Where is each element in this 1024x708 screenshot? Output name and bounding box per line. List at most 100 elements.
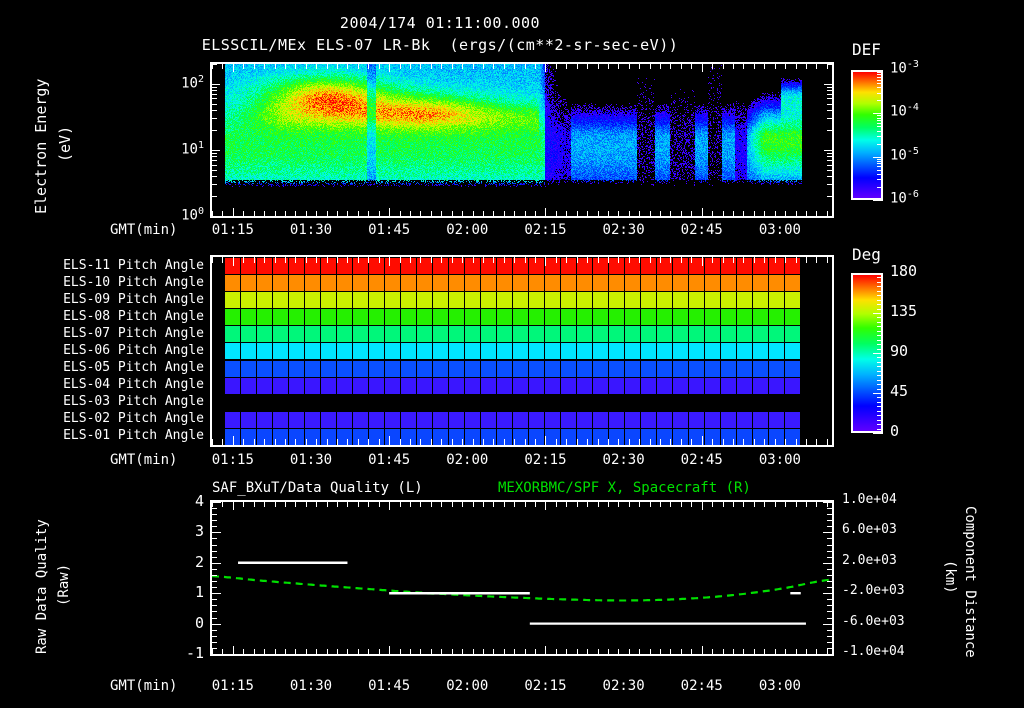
tick-major [587, 439, 589, 445]
tick-major [409, 257, 411, 263]
tick-major [493, 257, 495, 263]
tick-major [680, 649, 682, 654]
tick-major [305, 257, 307, 263]
tick-major [472, 211, 474, 216]
tick-major [597, 502, 599, 507]
tick-y [827, 629, 832, 631]
tick-y [212, 156, 217, 158]
tick-y [823, 562, 832, 564]
tick-major [576, 257, 578, 263]
tick-major [785, 257, 787, 263]
tick-major [566, 257, 568, 263]
colorbar-tick [877, 135, 883, 137]
tick-major [722, 211, 724, 216]
tick-major [722, 649, 724, 654]
xtick-label: 02:15 [524, 678, 567, 694]
tick-major [826, 211, 828, 216]
pitch-angle-row-label: ELS-03 Pitch Angle [63, 394, 204, 410]
colorbar-tick [877, 330, 883, 332]
tick-major [535, 64, 537, 69]
tick-major [232, 646, 234, 654]
tick-major [472, 64, 474, 69]
tick-major [701, 64, 703, 72]
data-quality-ylabel-units: (Raw) [56, 563, 72, 606]
tick-y [824, 83, 832, 85]
tick-y [823, 654, 832, 655]
tick-y [827, 581, 832, 583]
tick-major [409, 649, 411, 654]
tick-major [774, 649, 776, 654]
tick-major [482, 64, 484, 69]
tick-major [774, 439, 776, 445]
page-subtitle: ELSSCIL/MEx ELS-07 LR-Bk (ergs/(cm**2-sr… [201, 36, 679, 54]
tick-major [555, 649, 557, 654]
tick-major [555, 64, 557, 69]
tick-major [587, 64, 589, 69]
colorbar-label: 0 [890, 422, 900, 440]
tick-major [597, 211, 599, 216]
tick-y [827, 94, 832, 96]
tick-major [347, 502, 349, 507]
tick-major [212, 649, 213, 654]
colorbar-tick [877, 424, 883, 426]
tick-major [555, 257, 557, 263]
tick-major [628, 257, 630, 263]
tick-major [316, 439, 318, 445]
tick-major [733, 211, 734, 216]
tick-major [212, 439, 213, 445]
tick-major [264, 257, 266, 263]
tick-y [827, 605, 832, 607]
tick-y [827, 164, 832, 166]
tick-y [212, 118, 217, 120]
tick-major [597, 64, 599, 69]
tick-major [545, 436, 547, 445]
tick-major [420, 502, 422, 507]
tick-major [691, 439, 693, 445]
tick-major [503, 64, 505, 69]
tick-major [357, 502, 359, 507]
tick-major [326, 257, 328, 263]
tick-major [232, 436, 234, 445]
tick-major [753, 649, 755, 654]
tick-major [774, 211, 776, 216]
tick-major [305, 64, 307, 69]
colorbar-tick [877, 120, 883, 122]
tick-major [545, 646, 547, 654]
tick-major [503, 502, 505, 507]
tick-major [222, 502, 224, 507]
tick-major [253, 64, 255, 69]
colorbar-tick [877, 173, 883, 175]
colorbar-label: 10-3 [890, 59, 919, 77]
tick-y [212, 593, 221, 595]
tick-y [827, 130, 832, 132]
tick-major [253, 211, 255, 216]
tick-major [493, 439, 495, 445]
tick-y [212, 568, 217, 570]
colorbar-tick [877, 186, 883, 188]
xtick-label: 01:15 [211, 678, 254, 694]
xtick-label: 02:00 [446, 678, 489, 694]
colorbar-tick [873, 70, 883, 71]
tick-y [827, 176, 832, 178]
colorbar-tick [877, 375, 883, 377]
tick-y [823, 502, 832, 503]
xtick-label: 02:15 [524, 222, 567, 238]
tick-major [660, 64, 662, 69]
tick-major [284, 502, 286, 507]
tick-major [222, 64, 224, 69]
tick-major [514, 257, 516, 263]
tick-major [284, 257, 286, 263]
data-quality-ylabel: Raw Data Quality [34, 519, 50, 654]
tick-major [628, 502, 630, 507]
tick-major [389, 646, 391, 654]
tick-major [409, 64, 411, 69]
component-distance-ylabel: Component Distance [962, 506, 978, 658]
pitch-angle-row-label: ELS-08 Pitch Angle [63, 308, 204, 324]
tick-major [764, 649, 766, 654]
colorbar-tick [877, 163, 883, 165]
tick-major [649, 502, 651, 507]
tick-major [284, 211, 286, 216]
tick-major [399, 439, 401, 445]
tick-major [816, 257, 818, 263]
tick-major [274, 64, 276, 69]
